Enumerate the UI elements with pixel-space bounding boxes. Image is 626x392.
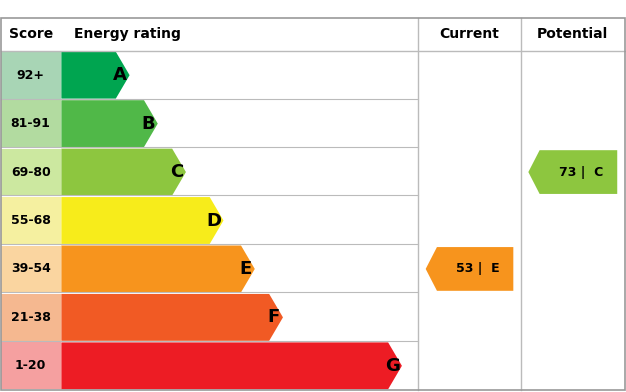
- Text: Potential: Potential: [537, 27, 608, 41]
- Polygon shape: [61, 149, 186, 196]
- Text: G: G: [385, 357, 399, 375]
- Bar: [1, 294, 61, 341]
- Polygon shape: [61, 245, 255, 292]
- Polygon shape: [61, 100, 158, 147]
- Text: Energy rating: Energy rating: [74, 27, 181, 41]
- Polygon shape: [61, 197, 223, 244]
- Polygon shape: [61, 52, 130, 99]
- Bar: [1, 100, 61, 147]
- Text: Score: Score: [9, 27, 53, 41]
- Text: 92+: 92+: [17, 69, 44, 82]
- Text: 1-20: 1-20: [15, 359, 46, 372]
- Text: 21-38: 21-38: [11, 311, 51, 324]
- Text: D: D: [207, 212, 222, 229]
- Text: 69-80: 69-80: [11, 165, 51, 179]
- Bar: [1, 149, 61, 196]
- Bar: [1, 245, 61, 292]
- Text: 73 |  C: 73 | C: [560, 165, 603, 179]
- Text: C: C: [170, 163, 183, 181]
- Polygon shape: [426, 247, 513, 291]
- Bar: [1, 52, 61, 99]
- Text: 55-68: 55-68: [11, 214, 51, 227]
- Polygon shape: [61, 342, 402, 389]
- Bar: [1, 342, 61, 389]
- Text: 53 |  E: 53 | E: [456, 262, 500, 276]
- Polygon shape: [61, 294, 283, 341]
- Text: 81-91: 81-91: [11, 117, 51, 130]
- Text: F: F: [267, 309, 279, 327]
- Text: E: E: [239, 260, 251, 278]
- Bar: [1, 197, 61, 244]
- Polygon shape: [528, 150, 617, 194]
- Text: B: B: [141, 114, 155, 132]
- Text: Current: Current: [439, 27, 500, 41]
- Text: A: A: [113, 66, 127, 84]
- Text: 39-54: 39-54: [11, 262, 51, 276]
